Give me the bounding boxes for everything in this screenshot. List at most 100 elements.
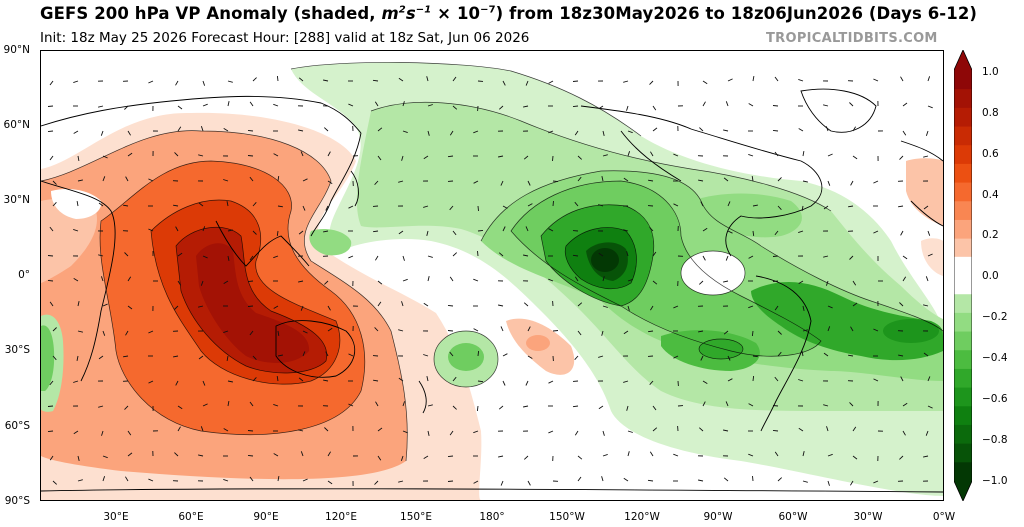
wind-vector [273, 403, 279, 407]
wind-vector [402, 401, 406, 407]
wind-vector [327, 151, 331, 157]
wind-vector [102, 303, 108, 307]
wind-vector [873, 78, 879, 82]
wind-vector [498, 252, 504, 257]
wind-vector [77, 455, 80, 462]
wind-vector [801, 205, 804, 211]
wind-vector [348, 255, 354, 259]
wind-vector [398, 77, 404, 82]
wind-vector [127, 452, 133, 457]
y-axis-label-60s: 60°S [4, 420, 30, 432]
wind-vector [698, 179, 704, 182]
x-axis-label-30w: 30°W [853, 511, 883, 523]
y-axis-label-30s: 30°S [4, 344, 30, 356]
wind-vector [748, 103, 754, 107]
wind-vector [398, 480, 404, 483]
colorbar-segment-negative [954, 368, 972, 389]
wind-vector [252, 355, 257, 361]
wind-vector [449, 430, 454, 436]
wind-vector [298, 230, 304, 235]
wind-vector [449, 130, 454, 136]
colorbar-segment-negative [954, 462, 972, 482]
wind-vector [626, 405, 629, 411]
wind-vector [402, 255, 405, 261]
wind-vector [473, 430, 479, 434]
wind-vector [202, 380, 206, 386]
wind-vector [452, 376, 457, 382]
colorbar [954, 50, 972, 501]
wind-vector [698, 280, 704, 285]
wind-vector [574, 276, 579, 282]
contour-lines [41, 62, 943, 462]
colorbar-segment-positive [954, 163, 972, 183]
colorbar-max-arrow [954, 50, 972, 70]
wind-vector [148, 228, 154, 232]
wind-vector [398, 180, 404, 183]
colorbar-segment-negative [954, 406, 972, 426]
title-suffix: ) from 18z30May2026 to 18z06Jun2026 (Day… [495, 4, 978, 23]
title-units-base: m [381, 4, 399, 23]
title-units-mid: s [405, 4, 416, 23]
wind-vector [247, 280, 254, 283]
wind-vector [673, 355, 679, 359]
wind-vector [148, 330, 154, 334]
wind-vector [127, 305, 133, 310]
colorbar-label-1-0: 1.0 [982, 66, 999, 78]
wind-vector [377, 301, 382, 307]
wind-vector [447, 304, 454, 307]
wind-vector [202, 403, 208, 407]
x-axis-label-0w: 0°W [932, 511, 956, 523]
title-prefix: GEFS 200 hPa VP Anomaly (shaded, [40, 4, 382, 23]
wind-vector [223, 478, 229, 482]
wind-vector [198, 154, 204, 157]
wind-vector [202, 80, 206, 86]
wind-vector [725, 101, 729, 107]
wind-vector [723, 129, 729, 132]
wind-vector [772, 429, 779, 432]
colorbar-label-neg-1-0: −1.0 [982, 475, 1008, 487]
wind-vector [498, 155, 504, 158]
colorbar-segment-positive [954, 200, 972, 220]
x-axis-label-60w: 60°W [778, 511, 808, 523]
wind-vector [127, 152, 133, 157]
wind-vector [97, 105, 104, 108]
wind-vector [77, 179, 83, 182]
wind-vector [525, 380, 529, 386]
wind-vector [902, 255, 908, 260]
wind-vector [647, 479, 654, 482]
wind-vectors [47, 75, 933, 487]
wind-vector [327, 180, 333, 184]
wind-vector [548, 278, 554, 282]
wind-vector [899, 155, 904, 160]
wind-vector [574, 201, 579, 207]
wind-vector [698, 479, 704, 482]
wind-vector [527, 326, 531, 332]
wind-vector [802, 329, 809, 332]
wind-vector [125, 330, 129, 336]
wind-vector [751, 176, 754, 182]
wind-vector [423, 302, 429, 307]
wind-vector [247, 430, 254, 432]
wind-vector [148, 80, 154, 84]
wind-vector [652, 280, 658, 285]
wind-vector [98, 254, 104, 257]
wind-vector [798, 427, 804, 432]
wind-vector [375, 255, 379, 261]
wind-vector [277, 330, 280, 336]
wind-vector [650, 151, 654, 157]
wind-vector [252, 377, 257, 382]
x-axis-label-30e: 30°E [103, 511, 129, 523]
wind-vector [548, 430, 554, 434]
y-axis-label-eq: 0° [18, 269, 30, 281]
wind-vector [249, 330, 254, 336]
coastlines [41, 88, 943, 493]
wind-vector [477, 229, 484, 232]
wind-vector [577, 302, 583, 307]
wind-vector [850, 480, 854, 486]
wind-vector [900, 76, 904, 82]
wind-vector [798, 280, 804, 284]
wind-vector [377, 155, 382, 161]
wind-vector [802, 305, 805, 311]
wind-vector [723, 280, 729, 283]
wind-vector [898, 354, 904, 357]
